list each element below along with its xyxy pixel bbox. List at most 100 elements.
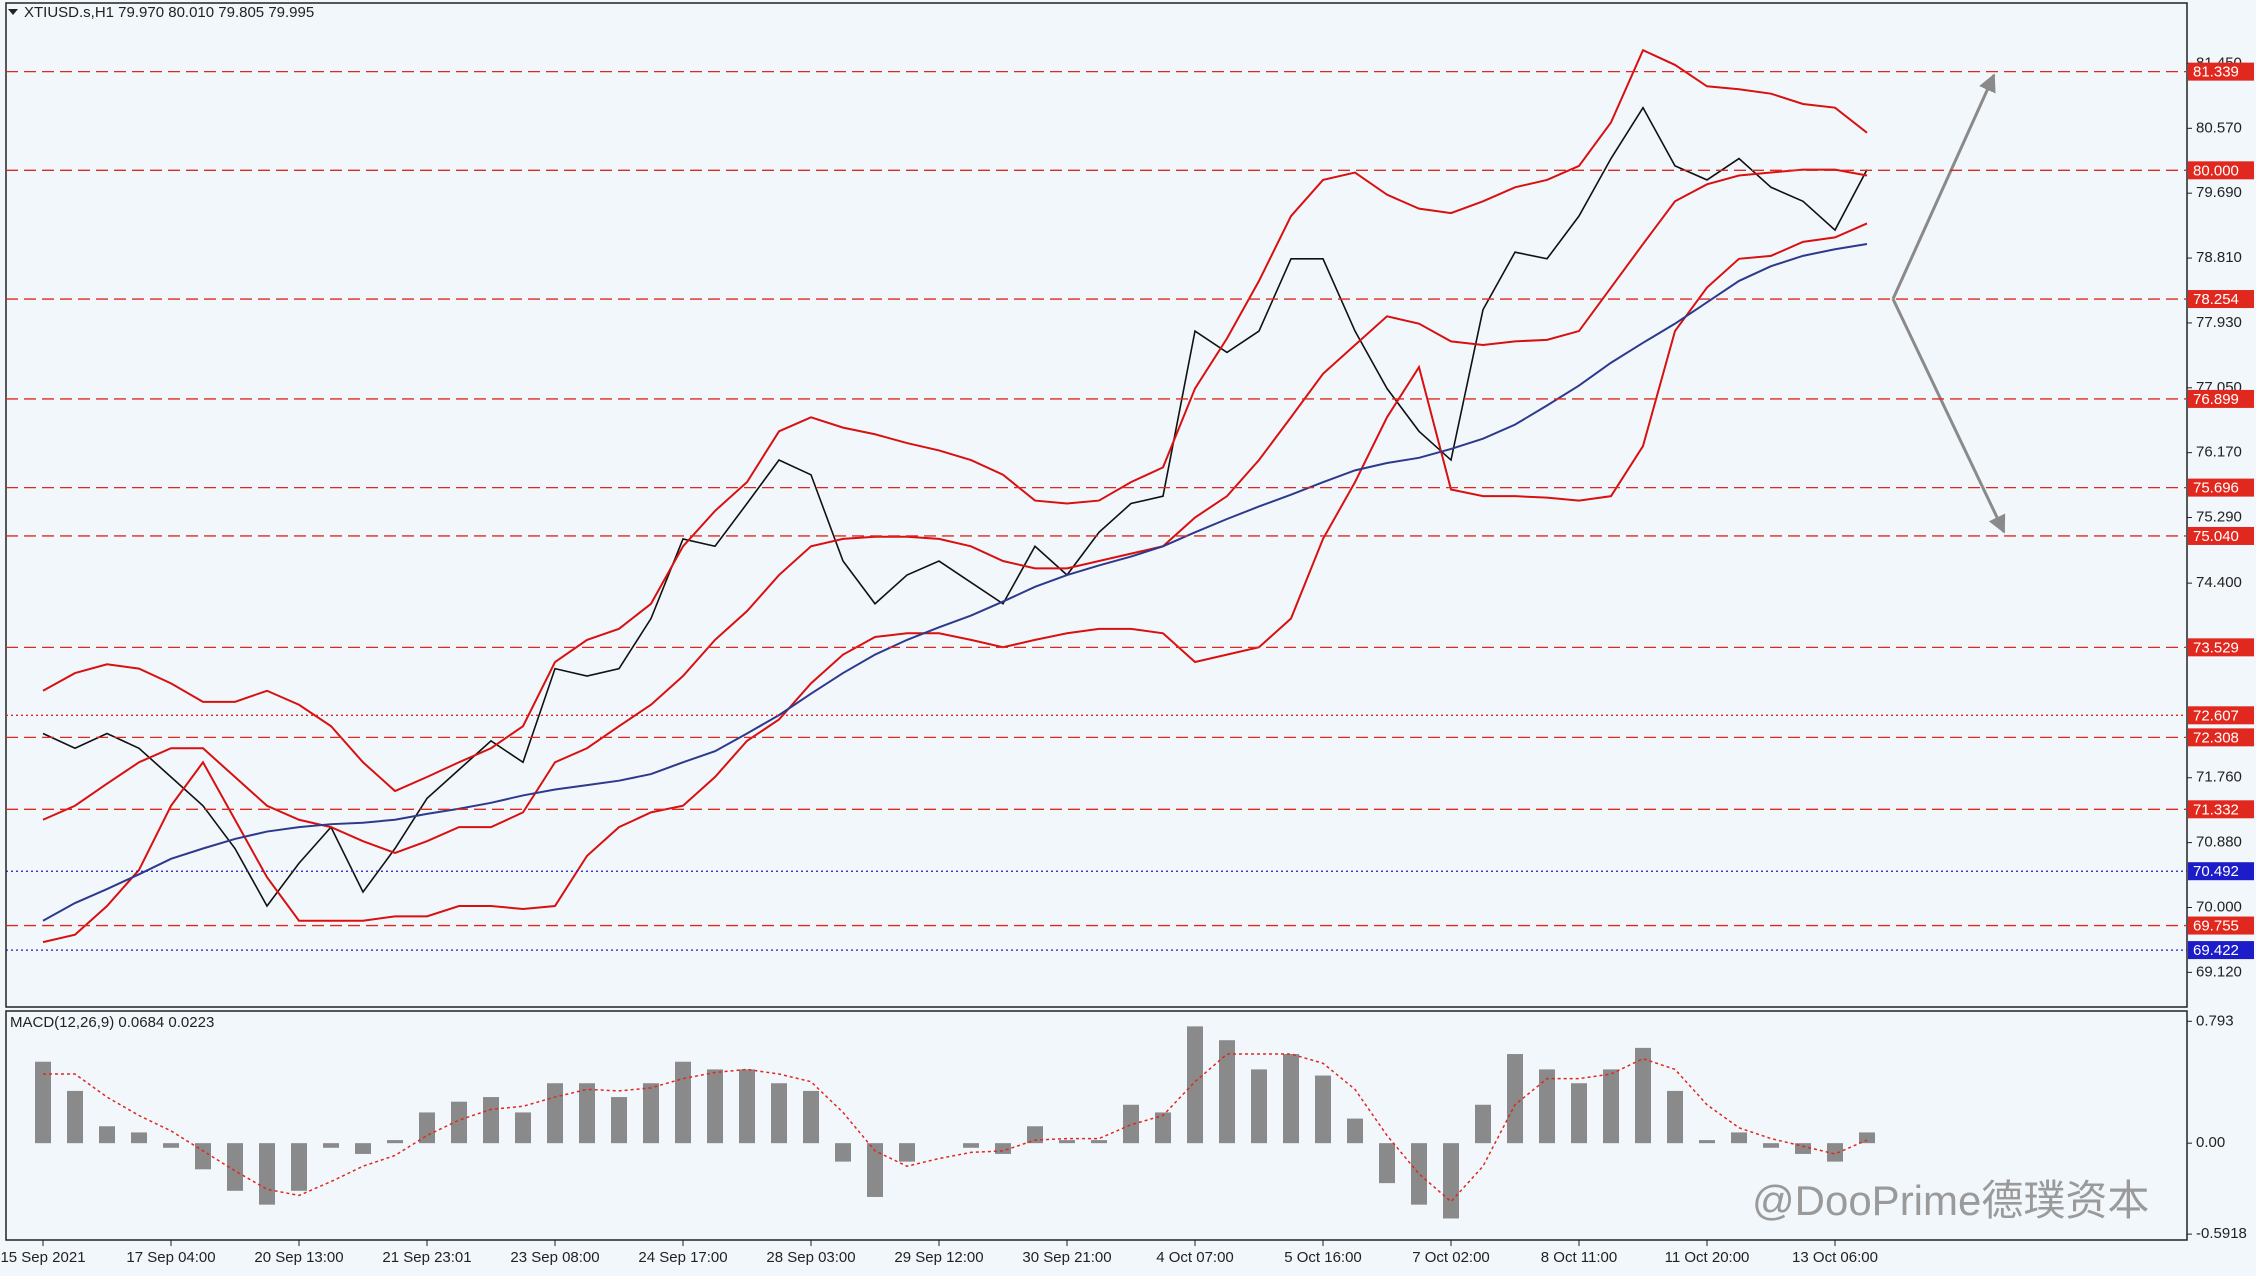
macd-bar [355,1143,371,1154]
macd-bar [835,1143,851,1162]
level-label-box [2188,478,2254,497]
macd-bar [1635,1047,1651,1144]
macd-bar [1539,1069,1555,1144]
x-tick-label: 28 Sep 03:00 [766,1249,855,1266]
macd-bar [35,1061,51,1144]
macd-bar [483,1097,499,1144]
macd-bar [515,1112,531,1144]
macd-bar [67,1090,83,1144]
level-label: 76.899 [2193,391,2239,408]
macd-bar [547,1083,563,1144]
level-label-box [2188,62,2254,81]
indicator-line [42,168,1868,855]
level-label: 69.755 [2193,918,2239,935]
level-label: 81.339 [2193,64,2239,81]
x-tick-label: 11 Oct 20:00 [1665,1249,1750,1266]
macd-bar [1475,1104,1491,1144]
y-tick-label: 0.00 [2196,1134,2225,1151]
x-tick-label: 4 Oct 07:00 [1156,1249,1234,1266]
y-tick-label: 75.290 [2196,509,2242,526]
x-tick-label: 29 Sep 12:00 [894,1249,983,1266]
macd-bar [1347,1118,1363,1144]
macd-bar [163,1143,179,1148]
y-tick-label: 77.930 [2196,314,2242,331]
y-tick-label: 71.760 [2196,769,2242,786]
level-label: 73.529 [2193,639,2239,656]
menu-triangle[interactable] [8,9,18,15]
level-label-box [2188,526,2254,545]
macd-panel [5,1010,2188,1241]
macd-bar [1699,1140,1715,1144]
y-tick-label: 69.120 [2196,963,2242,980]
macd-bar [1603,1069,1619,1144]
level-label-box [2188,800,2254,819]
level-label: 75.696 [2193,480,2239,497]
macd-title: MACD(12,26,9) 0.0684 0.0223 [10,1014,214,1031]
level-label-box [2188,706,2254,725]
level-label: 80.000 [2193,162,2239,179]
macd-bar [675,1061,691,1144]
macd-bar [899,1143,915,1162]
y-tick-label: 70.880 [2196,834,2242,851]
y-tick-label: -0.5918 [2196,1225,2247,1242]
level-label-box [2188,161,2254,180]
projection-arrow [1891,73,1996,300]
macd-bar [771,1083,787,1144]
chart-title: XTIUSD.s,H1 79.970 80.010 79.805 79.995 [24,4,314,21]
x-tick-label: 23 Sep 08:00 [510,1249,599,1266]
macd-bar [259,1143,275,1205]
macd-bar [995,1143,1011,1154]
macd-bar [1027,1126,1043,1144]
macd-bar [1763,1143,1779,1148]
macd-bar [1379,1143,1395,1184]
level-label: 72.308 [2193,729,2239,746]
indicator-line [42,48,1868,793]
y-tick-label: 76.170 [2196,444,2242,461]
level-label: 69.422 [2193,942,2239,959]
macd-bar [611,1097,627,1144]
price-panel [5,2,2188,1008]
macd-bar [963,1143,979,1148]
macd-bar [1443,1143,1459,1219]
macd-bar [1251,1069,1267,1144]
y-tick-label: 70.000 [2196,898,2242,915]
macd-bar [739,1069,755,1144]
macd-bar [387,1140,403,1144]
macd-bar [1283,1054,1299,1144]
level-label: 75.040 [2193,528,2239,545]
macd-bar [195,1143,211,1170]
macd-bar [1059,1140,1075,1144]
level-label: 71.332 [2193,801,2239,818]
macd-bar [1731,1132,1747,1144]
macd-bar [291,1143,307,1191]
y-tick-label: 78.810 [2196,249,2242,266]
level-label-box [2188,941,2254,960]
x-tick-label: 5 Oct 16:00 [1284,1249,1362,1266]
price-line [42,106,1868,908]
level-label: 72.607 [2193,707,2239,724]
y-tick-label: 80.570 [2196,119,2242,136]
y-tick-label: 79.690 [2196,184,2242,201]
x-tick-label: 15 Sep 2021 [0,1249,85,1266]
macd-bar [643,1083,659,1144]
x-tick-label: 13 Oct 06:00 [1792,1249,1878,1266]
macd-bar [99,1126,115,1144]
y-tick-label: 74.400 [2196,574,2242,591]
macd-bar [1155,1112,1171,1144]
projection-arrow [1891,298,2006,534]
macd-bar [803,1090,819,1144]
macd-bar [1507,1054,1523,1144]
level-label: 70.492 [2193,863,2239,880]
level-label: 78.254 [2193,291,2239,308]
level-label-box [2188,638,2254,657]
level-label-box [2188,728,2254,747]
x-tick-label: 21 Sep 23:01 [382,1249,471,1266]
macd-bar [131,1132,147,1144]
x-tick-label: 20 Sep 13:00 [254,1249,343,1266]
level-label-box [2188,290,2254,309]
x-tick-label: 24 Sep 17:00 [638,1249,727,1266]
level-label-box [2188,862,2254,881]
macd-bar [579,1083,595,1144]
